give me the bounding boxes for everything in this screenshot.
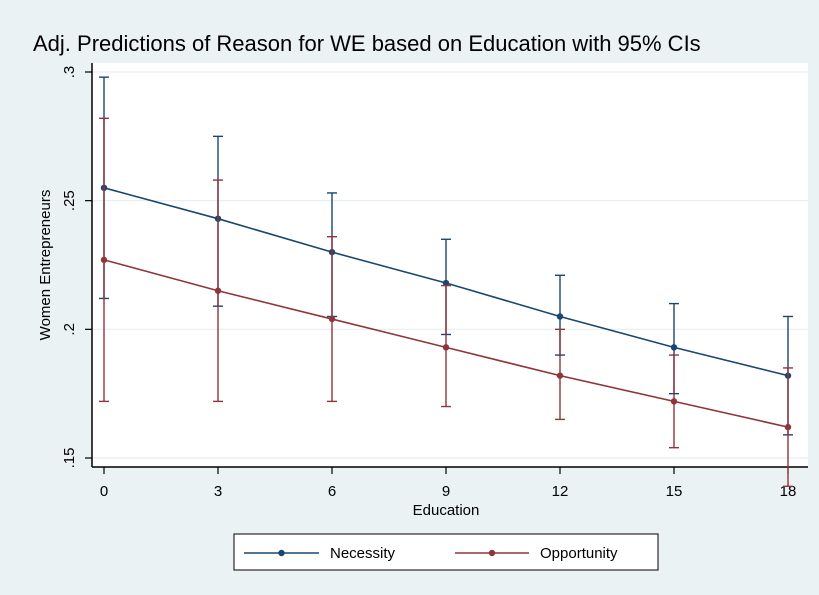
point-opportunity-2: [328, 315, 336, 323]
y-tick-label-0: .15: [61, 448, 78, 469]
x-tick-label-2: 6: [328, 483, 336, 500]
point-opportunity-4: [556, 372, 564, 379]
legend: Necessity Opportunity: [233, 533, 659, 571]
legend-box: [233, 533, 659, 571]
x-axis-label: Education: [413, 502, 480, 519]
y-tick-label-1: .2: [61, 323, 78, 336]
x-tick-label-6: 18: [780, 483, 797, 500]
chart-title: Adj. Predictions of Reason for WE based …: [33, 31, 701, 56]
y-tick-label-2: .25: [61, 190, 78, 211]
point-necessity-5: [670, 344, 678, 351]
y-tick-label-3: .3: [61, 66, 78, 79]
y-ticks: .15 .2 .25 .3: [61, 66, 92, 469]
point-necessity-4: [556, 313, 564, 320]
x-tick-label-5: 15: [666, 483, 683, 500]
plot-area: [92, 63, 808, 467]
grid-lines: [92, 71, 808, 459]
series-opportunity: [99, 117, 793, 488]
series-group: [99, 76, 793, 488]
point-opportunity-3: [442, 344, 450, 351]
legend-label-necessity: Necessity: [330, 545, 396, 562]
x-tick-label-3: 9: [442, 483, 450, 500]
legend-marker-opportunity: [488, 549, 496, 557]
x-tick-label-1: 3: [214, 483, 222, 500]
x-tick-label-4: 12: [552, 483, 569, 500]
point-opportunity-5: [670, 398, 678, 405]
point-opportunity-1: [214, 287, 222, 294]
x-tick-label-0: 0: [100, 483, 108, 500]
point-opportunity-6: [784, 423, 792, 431]
x-ticks: 0 3 6 9 12 15 18: [100, 467, 797, 500]
legend-label-opportunity: Opportunity: [540, 545, 618, 562]
point-necessity-3: [442, 279, 450, 287]
y-axis-label: Women Entrepreneurs: [37, 190, 54, 341]
legend-marker-necessity: [278, 549, 285, 557]
point-opportunity-0: [100, 256, 108, 264]
